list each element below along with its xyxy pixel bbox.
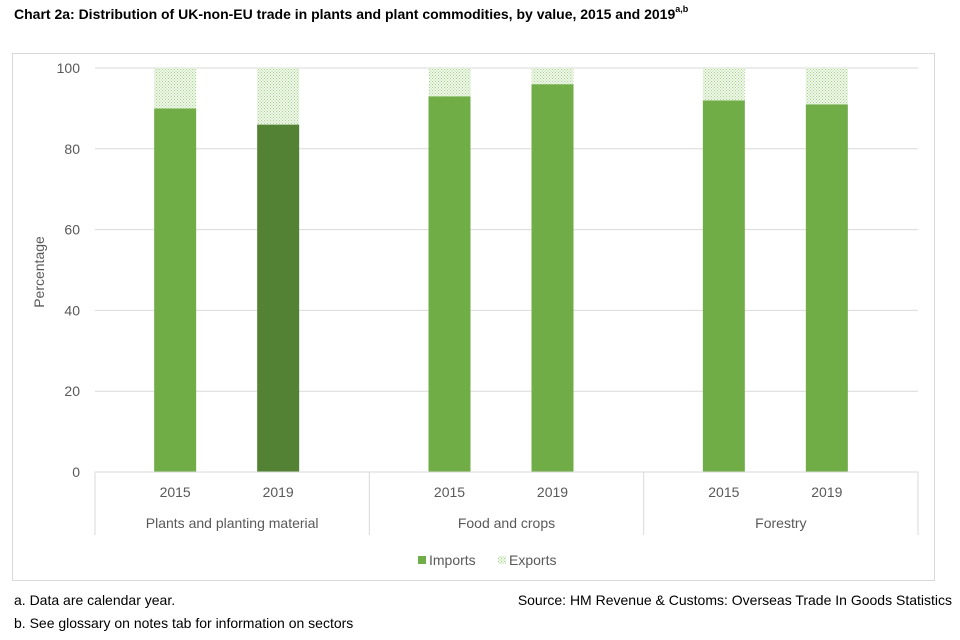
chart-title-text: Chart 2a: Distribution of UK-non-EU trad… (14, 6, 676, 22)
y-tick-label: 100 (57, 60, 81, 76)
x-tick-label: 2019 (537, 484, 568, 500)
group-label: Food and crops (458, 515, 555, 531)
bar-exports (154, 68, 197, 109)
y-axis-label: Percentage (31, 236, 47, 308)
x-tick-label: 2015 (708, 484, 739, 500)
legend-label: Exports (509, 552, 556, 568)
y-tick-label: 60 (64, 222, 80, 238)
legend-swatch (498, 556, 506, 564)
bar-imports (154, 108, 197, 473)
x-axis: 2015 2019 2015 2019 2015 2019 Plants and plant… (94, 471, 919, 535)
y-tick-label: 40 (64, 302, 80, 318)
legend-swatch (418, 556, 426, 564)
chart-title: Chart 2a: Distribution of UK-non-EU trad… (14, 4, 689, 22)
footnote-b: b. See glossary on notes tab for informa… (14, 615, 354, 631)
bar-exports (805, 68, 848, 105)
legend-label: Imports (429, 552, 476, 568)
bar-exports (531, 68, 574, 85)
chart-title-superscript: a,b (675, 4, 689, 14)
x-tick-label: 2019 (263, 484, 294, 500)
x-tick-label: 2019 (811, 484, 842, 500)
bar-exports (428, 68, 471, 97)
bar-imports (428, 96, 471, 472)
chart-frame (12, 53, 935, 581)
bar-imports (531, 84, 574, 472)
bars (154, 68, 848, 473)
y-tick-label: 80 (64, 141, 80, 157)
x-tick-label: 2015 (160, 484, 191, 500)
bar-imports (257, 124, 300, 472)
legend: Imports Exports (418, 552, 556, 568)
bar-exports (702, 68, 745, 101)
x-tick-label: 2015 (434, 484, 465, 500)
group-label: Forestry (755, 515, 806, 531)
bar-exports (257, 68, 300, 125)
bar-imports (805, 104, 848, 473)
y-tick-label: 20 (64, 383, 80, 399)
source-note: Source: HM Revenue & Customs: Overseas T… (517, 592, 952, 608)
y-axis-ticks: 0 20 40 60 80 100 (57, 60, 81, 480)
gridlines (95, 67, 918, 392)
y-tick-label: 0 (72, 464, 80, 480)
footnote-a: a. Data are calendar year. (14, 592, 176, 608)
group-label: Plants and planting material (146, 515, 319, 531)
bar-imports (702, 100, 745, 472)
